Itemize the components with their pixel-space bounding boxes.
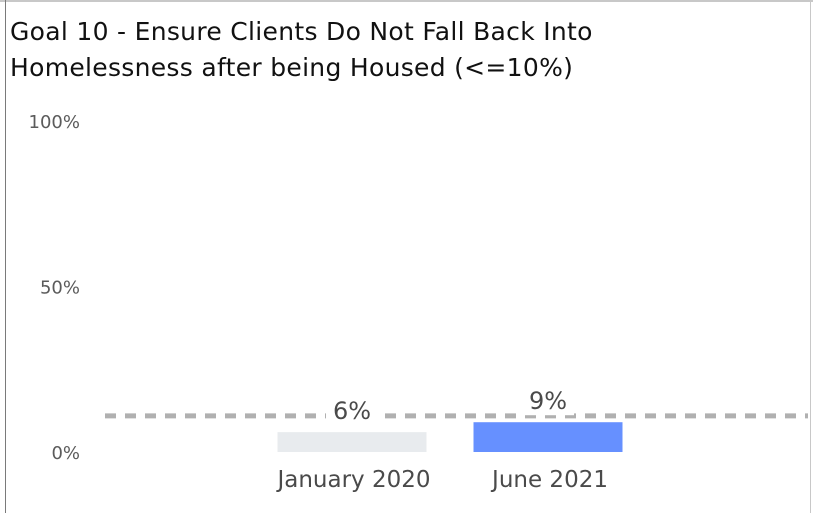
data-label-bg-0: [326, 395, 378, 426]
data-label-0: 6%: [333, 397, 371, 425]
y-tick-label-0: 0%: [51, 443, 80, 464]
category-labels: January 2020 June 2021: [275, 467, 607, 493]
data-label-1: 9%: [529, 387, 567, 415]
chart-title: Goal 10 - Ensure Clients Do Not Fall Bac…: [10, 17, 593, 82]
card-top-border: [0, 0, 813, 2]
y-tick-label-2: 100%: [29, 112, 80, 133]
y-tick-label-1: 50%: [40, 278, 80, 299]
data-labels: 6% 9%: [326, 385, 574, 426]
bar-1: [473, 422, 623, 452]
card-right-border: [810, 0, 811, 513]
bar-0: [277, 432, 427, 452]
bars: [277, 422, 623, 452]
category-label-0: January 2020: [275, 467, 430, 493]
data-label-bg-1: [522, 385, 574, 416]
y-axis-ticks: 0% 50% 100%: [29, 112, 80, 464]
card-left-border: [5, 0, 6, 513]
category-label-1: June 2021: [490, 467, 608, 493]
